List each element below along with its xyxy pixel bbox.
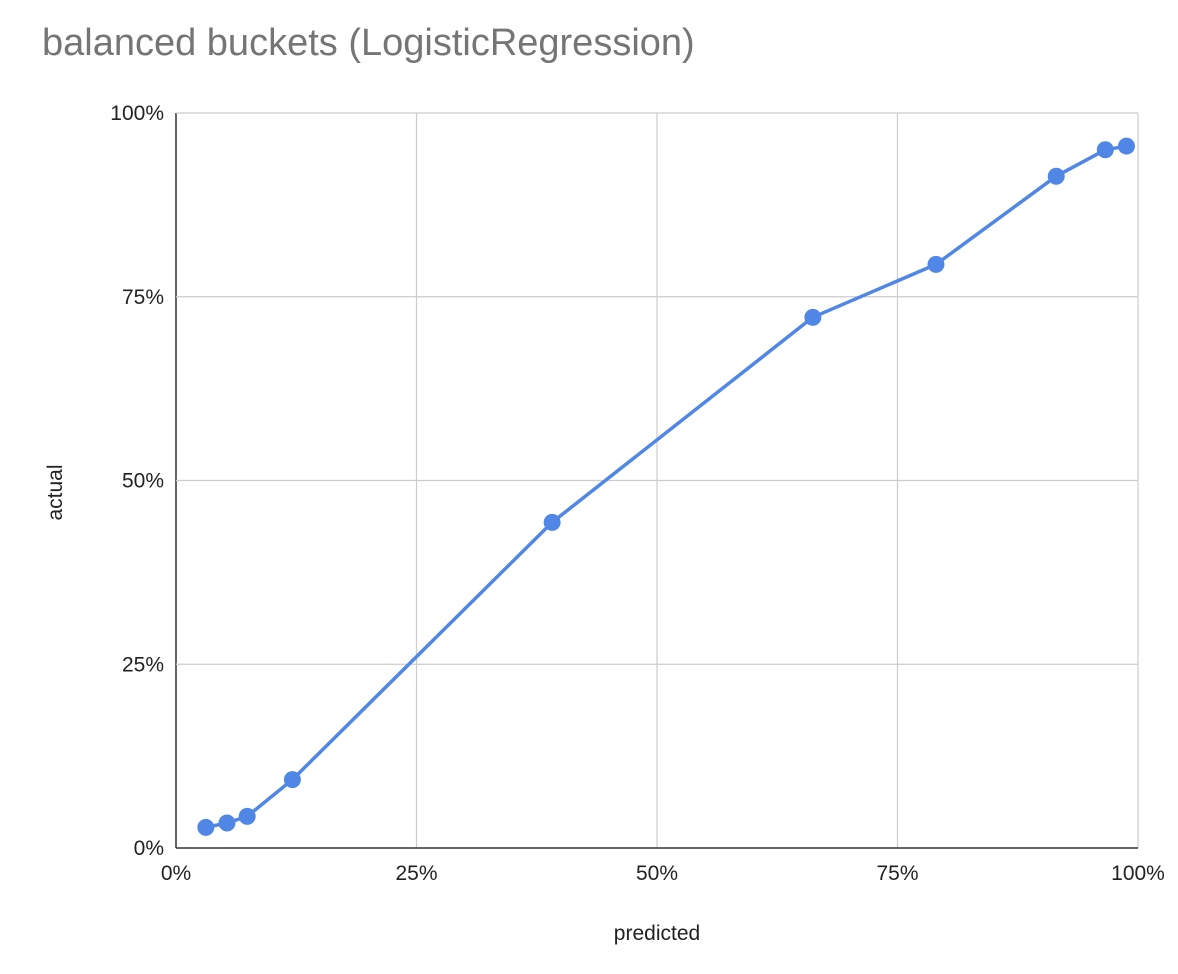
chart-title: balanced buckets (LogisticRegression) (42, 22, 695, 64)
x-tick-label: 25% (395, 862, 437, 885)
y-tick-label: 100% (110, 102, 164, 125)
data-point[interactable] (1047, 167, 1065, 185)
data-point[interactable] (197, 818, 215, 836)
y-axis-title: actual (44, 464, 67, 520)
y-tick-label: 0% (134, 837, 164, 860)
y-tick-label: 25% (122, 653, 164, 676)
series-layer (197, 137, 1135, 836)
data-point[interactable] (1096, 141, 1114, 159)
data-point[interactable] (218, 814, 236, 832)
x-tick-label: 50% (636, 862, 678, 885)
data-point[interactable] (804, 308, 822, 326)
y-tick-label: 50% (122, 470, 164, 493)
data-point[interactable] (283, 771, 301, 789)
tick-labels: 0% 25% 50% 75% 100% 0% 25% 50% 75% 100% (110, 102, 1165, 885)
data-point[interactable] (238, 807, 256, 825)
x-tick-label: 0% (161, 862, 191, 885)
series-line (205, 144, 1127, 830)
x-axis-title: predicted (614, 922, 700, 945)
data-point[interactable] (543, 513, 561, 531)
gridlines (175, 112, 1139, 849)
data-point[interactable] (927, 255, 945, 273)
x-tick-label: 100% (1111, 862, 1165, 885)
y-tick-label: 75% (122, 286, 164, 309)
x-tick-label: 75% (876, 862, 918, 885)
data-point[interactable] (1117, 137, 1135, 155)
